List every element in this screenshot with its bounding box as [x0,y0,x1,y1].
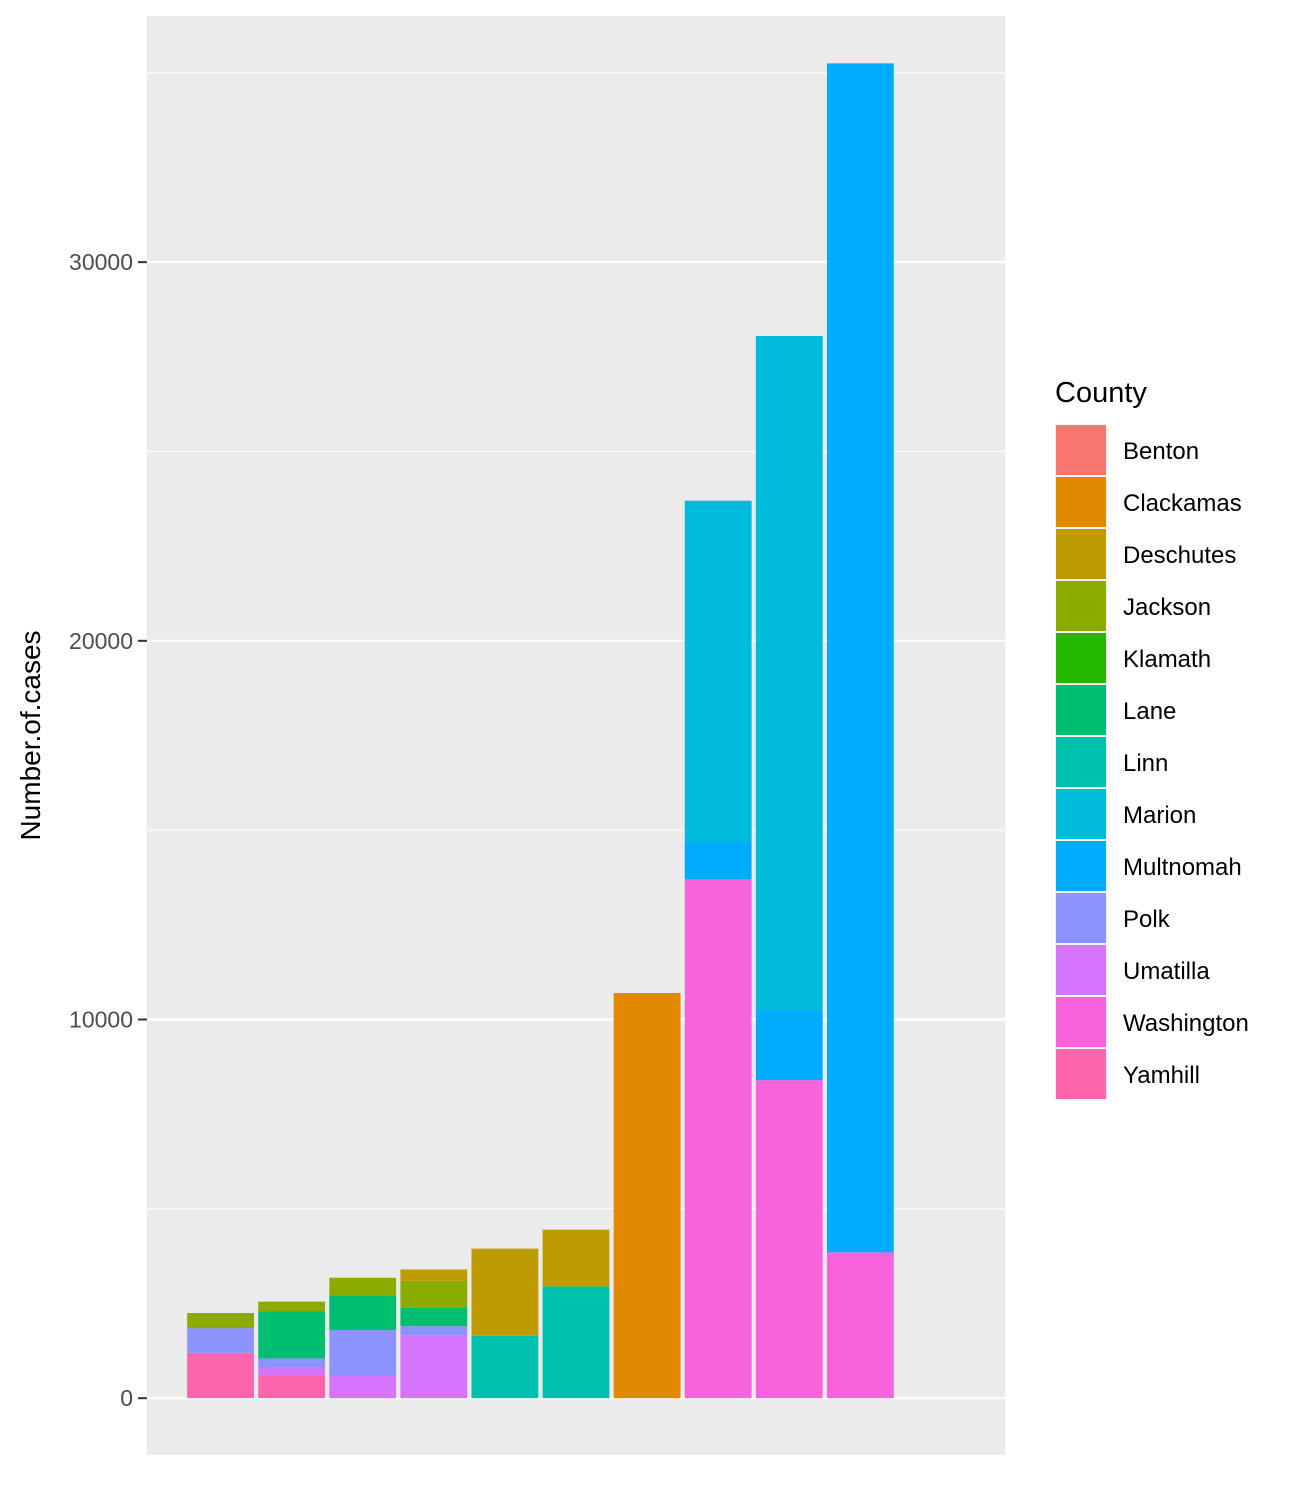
legend-label: Benton [1123,438,1199,465]
bar-segment [755,1010,823,1081]
bar-segment [258,1301,326,1312]
legend-key-swatch [1056,841,1106,891]
bar-segment [187,1352,254,1399]
legend-label: Clackamas [1123,490,1242,517]
bar-segment [755,335,823,1011]
bar-segment [826,1252,894,1399]
bar-segment [400,1280,468,1308]
legend-key-swatch [1056,581,1106,631]
legend-label: Multnomah [1123,854,1242,881]
bar-segment [684,841,752,880]
bar-segment [400,1335,468,1399]
y-tick-label: 10000 [69,1007,133,1033]
bar-segment [400,1307,468,1327]
bar-segment [187,1328,254,1353]
y-axis-title: Number.of.cases [15,630,46,840]
legend-key-swatch [1056,685,1106,735]
legend-key-swatch [1056,633,1106,683]
y-tick-label: 20000 [69,628,133,654]
bar-segment [826,63,894,1253]
legend-label: Umatilla [1123,958,1210,985]
legend-label: Lane [1123,698,1176,725]
bar-segment [329,1330,397,1376]
y-tick-label: 30000 [69,249,133,275]
bar-segment [471,1335,539,1399]
legend-key-swatch [1056,1049,1106,1099]
bar-segment [400,1326,468,1336]
legend-key-swatch [1056,477,1106,527]
legend-key-swatch [1056,425,1106,475]
legend-key-swatch [1056,945,1106,995]
bar-segment [755,1080,823,1399]
legend-label: Jackson [1123,594,1211,621]
bar-segment [684,500,752,842]
legend-label: Marion [1123,802,1196,829]
legend-label: Deschutes [1123,542,1236,569]
legend-label: Yamhill [1123,1062,1200,1089]
bar-segment [329,1295,397,1331]
legend: County Benton Clackamas Deschutes Jackson Kl… [1055,377,1249,1100]
legend-key-swatch [1056,789,1106,839]
legend-label: Klamath [1123,646,1211,673]
bar-segment [684,879,752,1399]
bar-segment [187,1312,254,1329]
bar-segment [613,993,681,1399]
bar-segment [258,1311,326,1359]
bar-segment [258,1375,326,1399]
legend-key-swatch [1056,737,1106,787]
bar-segment [542,1286,610,1399]
bar-segment [329,1375,397,1399]
bar-segment [400,1269,468,1281]
bar-segment [329,1277,397,1296]
legend-title: County [1055,377,1147,409]
legend-key-swatch [1056,997,1106,1047]
legend-label: Polk [1123,906,1171,933]
y-tick-label: 0 [120,1385,133,1411]
legend-label: Washington [1123,1010,1249,1037]
legend-key-swatch [1056,529,1106,579]
bar-segment [258,1367,326,1376]
y-axis: 0 10000 20000 30000 [69,249,147,1411]
bar-segment [471,1248,539,1336]
legend-key-swatch [1056,893,1106,943]
legend-label: Linn [1123,750,1168,777]
bars [187,63,894,1399]
bar-segment [542,1229,610,1287]
bar-segment [258,1358,326,1368]
